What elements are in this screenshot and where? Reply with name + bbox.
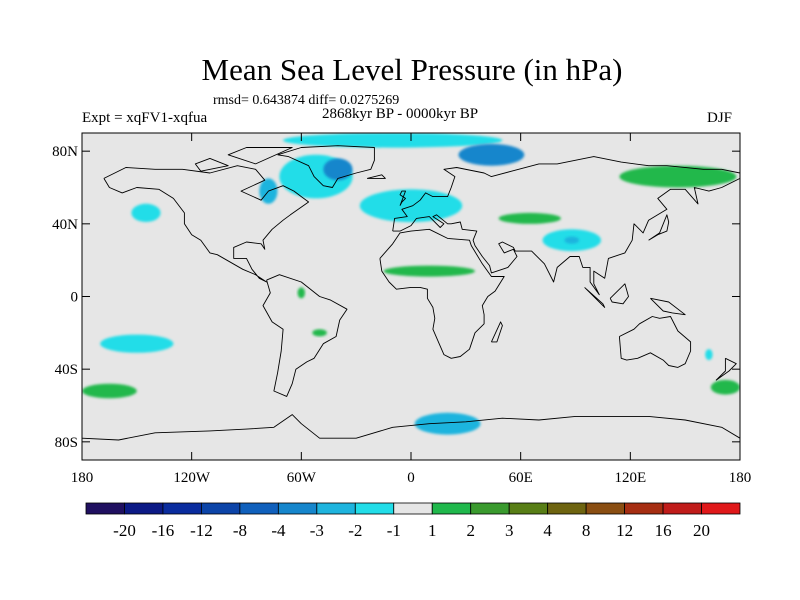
anomaly-region-8: [564, 236, 580, 244]
anomaly-region-10: [414, 412, 481, 435]
coastline-5: [618, 316, 692, 368]
anomaly-layer: [82, 133, 740, 435]
x-tick-label-3: 0: [407, 470, 415, 486]
coastline-4: [392, 156, 740, 296]
colorbar-box-15: [662, 502, 702, 515]
coastline-6: [82, 414, 740, 441]
coastline-12: [715, 357, 737, 381]
colorbar-box-11: [508, 502, 549, 515]
anomaly-region-13: [498, 212, 561, 224]
coastline-7: [399, 190, 406, 206]
colorbar-box-12: [547, 502, 587, 515]
colorbar-box-16: [701, 502, 741, 515]
anomaly-region-5: [359, 189, 463, 223]
stats-line: rmsd= 0.643874 diff= 0.0275269: [213, 93, 400, 108]
colorbar-label-6: -2: [348, 521, 362, 540]
colorbar-label-3: -8: [233, 521, 247, 540]
colorbar-label-5: -3: [310, 521, 324, 540]
colorbar-box-14: [624, 502, 664, 515]
coastline-0: [103, 165, 310, 283]
colorbar-box-3: [201, 502, 241, 515]
colorbar-box-10: [470, 502, 510, 515]
anomaly-region-15: [297, 287, 305, 299]
anomaly-region-2: [323, 158, 353, 181]
x-tick-label-0: 180: [71, 470, 94, 486]
colorbar-label-4: -4: [271, 521, 286, 540]
anomaly-region-6: [131, 203, 161, 222]
coastline-8: [648, 214, 670, 241]
x-tick-label-5: 120E: [614, 470, 646, 486]
y-tick-label-3: 40S: [55, 362, 78, 378]
period-label: 2868kyr BP - 0000kyr BP: [322, 106, 479, 122]
anomaly-region-18: [710, 380, 740, 395]
colorbar-label-15: 20: [693, 521, 710, 540]
anomaly-region-0: [283, 133, 503, 148]
coastlines: [82, 145, 740, 441]
colorbar-label-12: 8: [582, 521, 591, 540]
map-background: [82, 133, 740, 460]
colorbar-box-8: [393, 502, 433, 515]
axis-ticks: 180 120W 60W 0 60E 120E 180 80N 40N 0 40S 80S: [52, 133, 751, 486]
y-tick-label-2: 0: [71, 290, 79, 306]
coastline-16: [194, 157, 229, 172]
coastline-13: [490, 321, 503, 343]
colorbar-label-10: 3: [505, 521, 514, 540]
x-tick-label-1: 120W: [173, 470, 211, 486]
colorbar-label-7: -1: [387, 521, 401, 540]
anomaly-region-16: [312, 329, 327, 337]
colorbar-box-4: [239, 502, 279, 515]
colorbar-box-2: [162, 502, 202, 515]
colorbar-label-8: 1: [428, 521, 437, 540]
x-tick-label-2: 60W: [287, 470, 317, 486]
colorbar-box-7: [354, 502, 395, 515]
coastline-2: [262, 274, 348, 397]
x-tick-label-4: 60E: [509, 470, 533, 486]
colorbar-label-11: 4: [543, 521, 552, 540]
anomaly-region-14: [383, 265, 475, 277]
coastline-10: [609, 283, 629, 305]
colorbar-label-9: 2: [466, 521, 475, 540]
colorbar-box-0: [85, 502, 125, 515]
anomaly-region-11: [705, 349, 713, 361]
colorbar-label-13: 12: [616, 521, 633, 540]
colorbar-label-0: -20: [113, 521, 136, 540]
y-tick-label-0: 80N: [52, 144, 78, 160]
x-tick-label-6: 180: [729, 470, 752, 486]
coastline-14: [366, 174, 386, 179]
anomaly-region-12: [619, 165, 737, 188]
coastline-15: [227, 147, 293, 165]
colorbar-box-5: [277, 502, 318, 515]
colorbar-label-14: 16: [655, 521, 672, 540]
colorbar-label-2: -12: [190, 521, 213, 540]
colorbar-box-1: [124, 502, 164, 515]
colorbar-box-13: [585, 502, 625, 515]
anomaly-region-9: [100, 334, 174, 353]
season-label: DJF: [707, 110, 733, 126]
experiment-label: Expt = xqFV1-xqfua: [82, 110, 208, 126]
anomaly-region-4: [458, 143, 525, 166]
colorbar-box-9: [431, 502, 472, 515]
coastline-3: [379, 228, 505, 359]
coastline-11: [650, 297, 686, 316]
y-tick-label-4: 80S: [55, 435, 78, 451]
coastline-1: [277, 145, 375, 188]
y-tick-label-1: 40N: [52, 217, 78, 233]
colorbar-box-6: [316, 502, 356, 515]
coastline-9: [584, 287, 606, 308]
chart-title: Mean Sea Level Pressure (in hPa): [201, 52, 623, 87]
colorbar-label-1: -16: [152, 521, 175, 540]
anomaly-region-17: [82, 383, 137, 399]
